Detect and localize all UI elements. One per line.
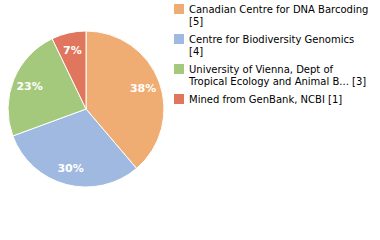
data-label: 38%	[130, 82, 156, 95]
legend-label: Centre for Biodiversity Genomics[4]	[189, 34, 354, 57]
legend-label: University of Vienna, Dept ofTropical Ec…	[188, 64, 366, 87]
pie	[8, 31, 164, 187]
legend-label: Canadian Centre for DNA Barcoding[5]	[189, 4, 368, 27]
pie-slice	[8, 39, 86, 136]
data-label: 30%	[57, 162, 83, 175]
data-label: 23%	[16, 80, 42, 93]
data-label: 7%	[63, 44, 82, 57]
pie-slice	[52, 31, 86, 109]
legend-swatch	[174, 34, 184, 44]
legend-label: Mined from GenBank, NCBI [1]	[189, 94, 342, 105]
chart: 38% 30% 23% 7% Canadian Centre for DNA Barco…	[0, 0, 380, 240]
legend: Canadian Centre for DNA Barcoding[5] Cent…	[174, 4, 368, 105]
legend-swatch	[174, 94, 184, 104]
legend-swatch	[174, 64, 184, 74]
data-labels: 38% 30% 23% 7%	[16, 44, 156, 175]
legend-swatch	[174, 4, 184, 14]
